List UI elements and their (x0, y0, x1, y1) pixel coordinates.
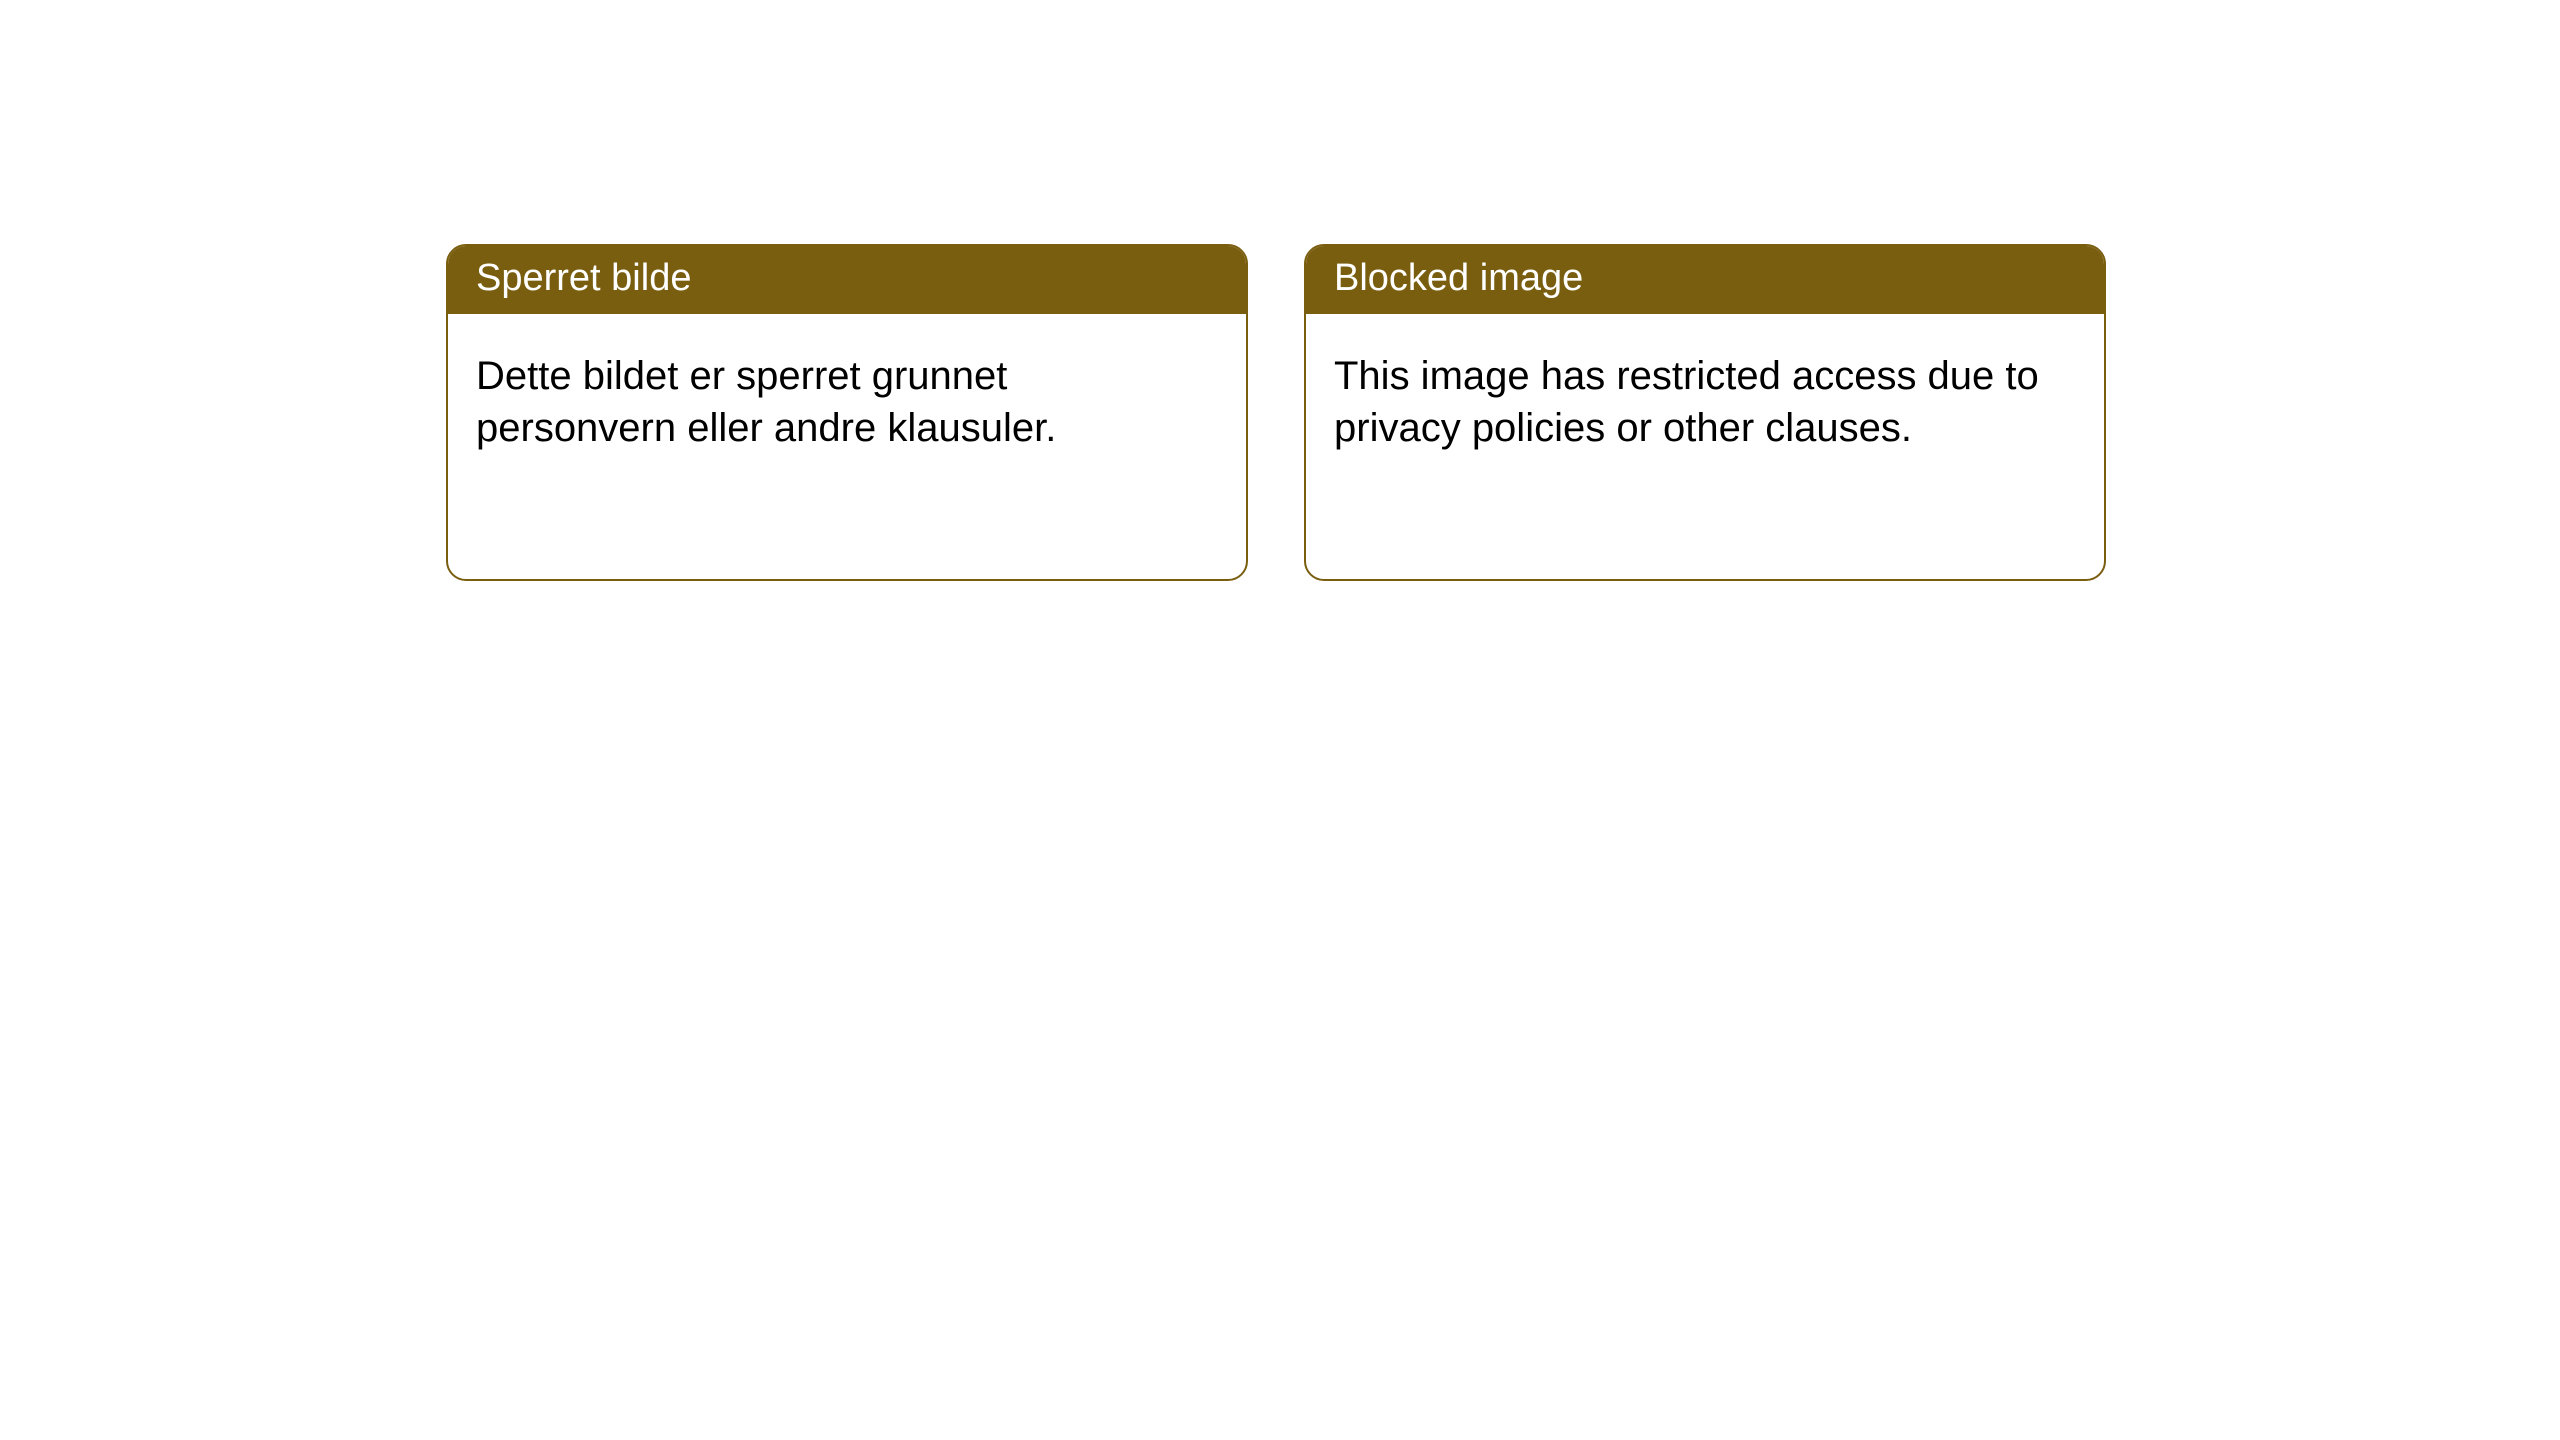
notice-card-norwegian: Sperret bilde Dette bildet er sperret gr… (446, 244, 1248, 581)
card-header: Sperret bilde (448, 246, 1246, 314)
card-body: This image has restricted access due to … (1306, 314, 2104, 482)
notice-card-english: Blocked image This image has restricted … (1304, 244, 2106, 581)
card-body: Dette bildet er sperret grunnet personve… (448, 314, 1246, 482)
card-header: Blocked image (1306, 246, 2104, 314)
cards-container: Sperret bilde Dette bildet er sperret gr… (0, 0, 2560, 581)
